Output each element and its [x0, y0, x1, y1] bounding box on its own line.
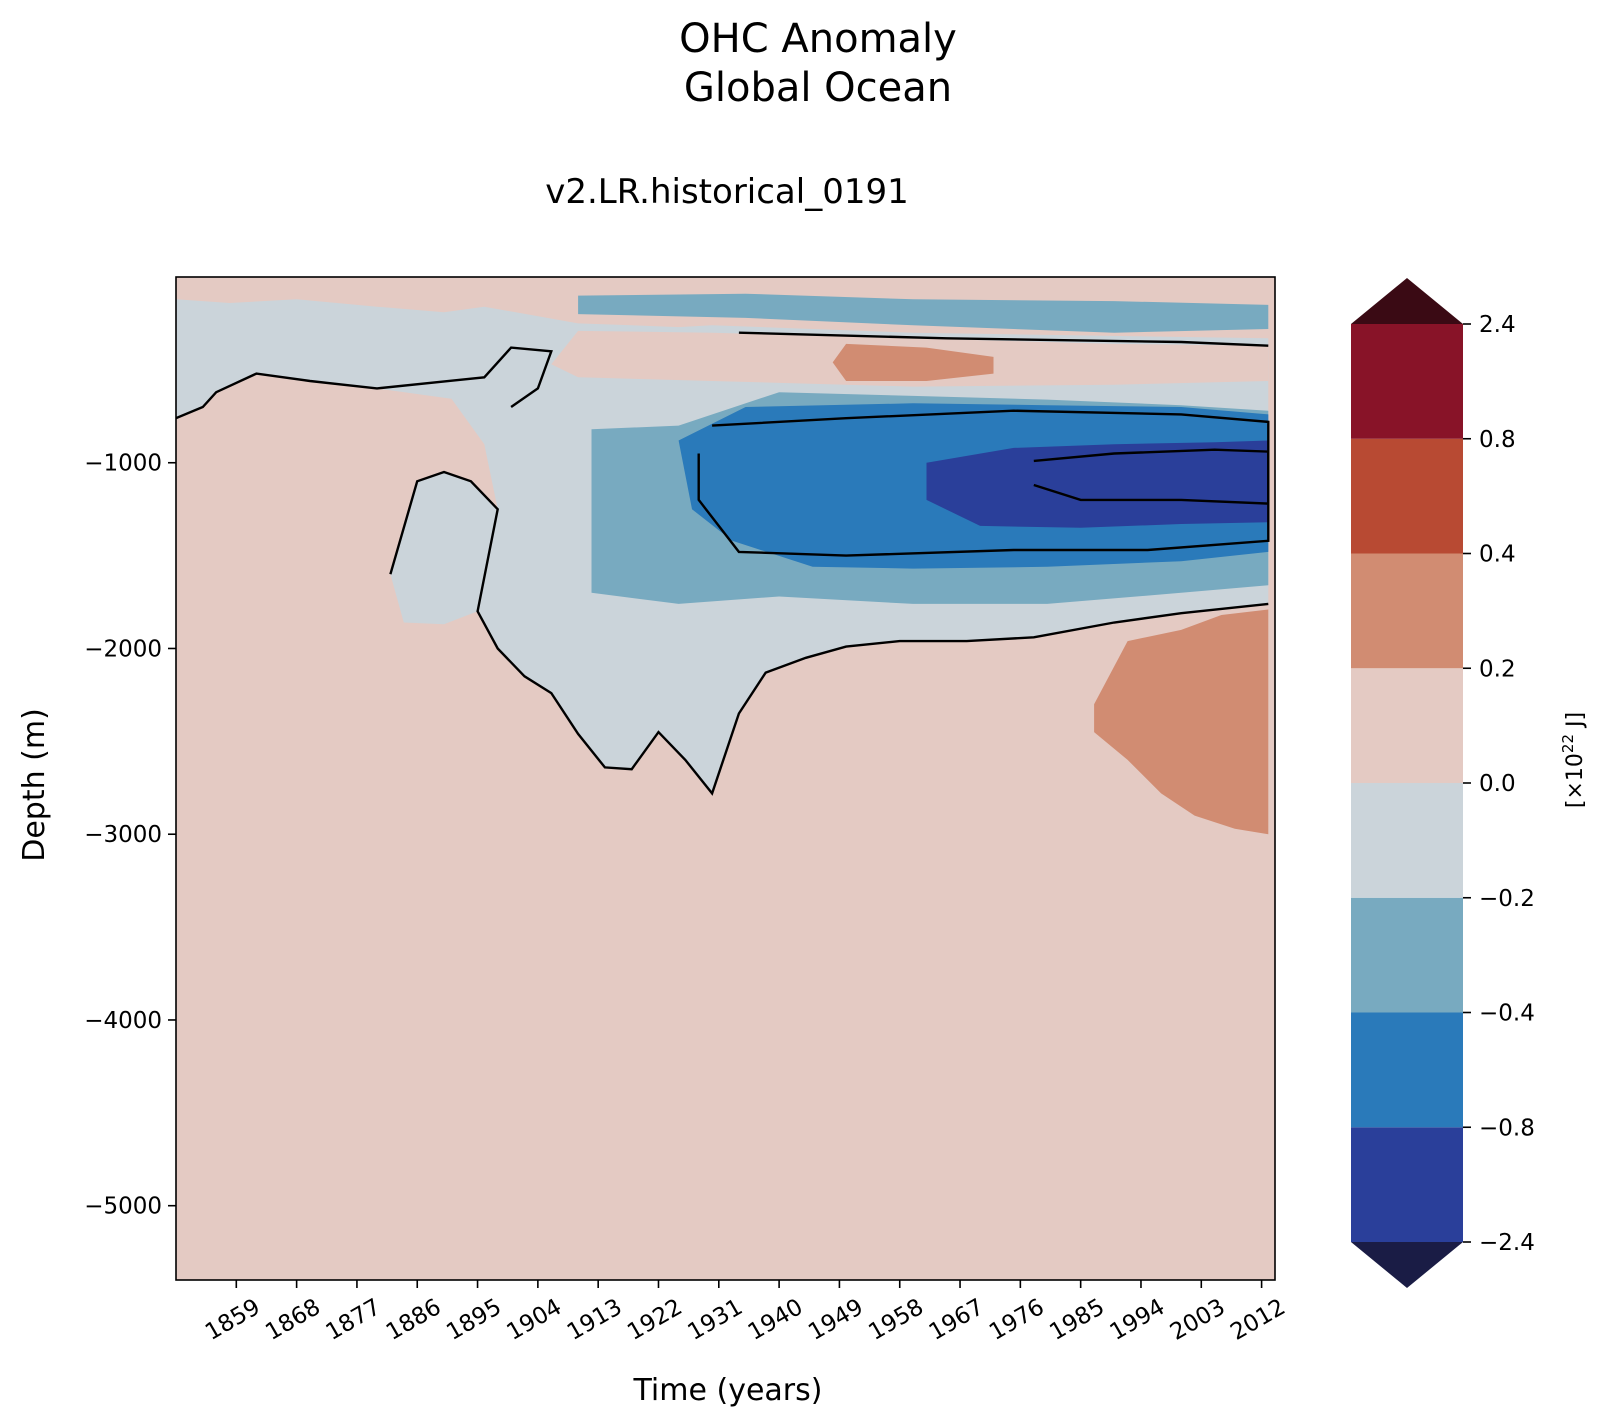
x-tick-label: 1913: [563, 1294, 627, 1346]
region-subsurface-cool-3: [926, 440, 1269, 528]
contour-line-4: [176, 346, 553, 420]
x-tick-label: 1886: [382, 1294, 446, 1346]
colorbar-under-extension: [1351, 1242, 1463, 1288]
x-tick-label: 2003: [1166, 1294, 1230, 1346]
colorbar-tick-label: −0.2: [1479, 886, 1535, 912]
colorbar-bin-0.0: [1351, 668, 1463, 783]
chart-subtitle: Global Ocean: [684, 65, 952, 111]
colorbar-bin-0.2: [1351, 553, 1463, 669]
x-axis-label: Time (years): [633, 1373, 823, 1408]
chart-title: OHC Anomaly: [679, 16, 957, 62]
x-tick-label: 1922: [623, 1294, 687, 1346]
y-tick-label: −3000: [84, 822, 162, 848]
colorbar-bin-0.4: [1351, 438, 1463, 554]
contour-lines: [176, 331, 1270, 796]
run-label: v2.LR.historical_0191: [545, 172, 909, 212]
colorbar-bin-−0.2: [1351, 783, 1463, 898]
x-tick-label: 1958: [864, 1294, 928, 1346]
contour-line-2: [697, 409, 1270, 557]
colorbar-tick-label: 2.4: [1479, 312, 1516, 338]
contour-line-1: [738, 331, 1269, 347]
y-tick-label: −1000: [84, 451, 162, 477]
colorbar-tick-label: −2.4: [1479, 1230, 1535, 1256]
x-tick-label: 2012: [1226, 1294, 1290, 1346]
colorbar-tick-label: 0.0: [1479, 771, 1516, 797]
y-tick-label: −4000: [84, 1008, 162, 1034]
colorbar-over-extension: [1351, 278, 1463, 324]
x-tick-label: 1940: [744, 1294, 808, 1346]
x-tick-label: 1895: [442, 1294, 506, 1346]
x-axis: 1859186818771886189519041913192219311940…: [201, 1280, 1290, 1346]
plot-frame: [175, 276, 1276, 1281]
contour-line-5: [389, 470, 1269, 796]
x-tick-label: 1994: [1106, 1294, 1170, 1346]
region-upper-warm-strong: [832, 343, 994, 381]
region-deep-warm-patch: [1094, 609, 1269, 835]
contour-line-3: [1033, 448, 1270, 505]
colorbar-tick-label: 0.2: [1479, 656, 1516, 682]
y-tick-label: −2000: [84, 636, 162, 662]
y-axis-label: Depth (m): [17, 708, 52, 862]
x-tick-label: 1877: [322, 1294, 386, 1346]
colorbar: −2.4 −0.8 −0.4 −0.2 0.0 0.2 0.4 0.8 2.4: [1351, 278, 1535, 1288]
colorbar-bin-−0.8: [1351, 1012, 1463, 1128]
x-tick-label: 1985: [1045, 1294, 1109, 1346]
x-tick-label: 1967: [925, 1294, 989, 1346]
colorbar-bin-−2.4: [1351, 1127, 1463, 1242]
colorbar-label-exponent: 22: [1559, 734, 1577, 753]
colorbar-tick-label: −0.4: [1479, 1001, 1535, 1027]
x-tick-label: 1976: [985, 1294, 1049, 1346]
colorbar-tick-label: 0.8: [1479, 427, 1516, 453]
x-tick-label: 1868: [261, 1294, 325, 1346]
plot-area: [175, 276, 1276, 1281]
colorbar-tick-label: 0.4: [1479, 542, 1516, 568]
x-tick-label: 1859: [201, 1294, 265, 1346]
region-cool-band-shallow: [578, 293, 1269, 333]
x-tick-label: 1904: [503, 1294, 567, 1346]
colorbar-bin-0.8: [1351, 324, 1463, 439]
colorbar-bin-−0.4: [1351, 897, 1463, 1013]
x-tick-label: 1949: [804, 1294, 868, 1346]
x-tick-label: 1931: [683, 1294, 747, 1346]
y-axis: −1000 −2000 −3000 −4000 −5000: [84, 451, 176, 1220]
colorbar-tick-label: −0.8: [1479, 1115, 1535, 1141]
colorbar-label: [×1022 J]: [1559, 712, 1588, 808]
y-tick-label: −5000: [84, 1194, 162, 1220]
